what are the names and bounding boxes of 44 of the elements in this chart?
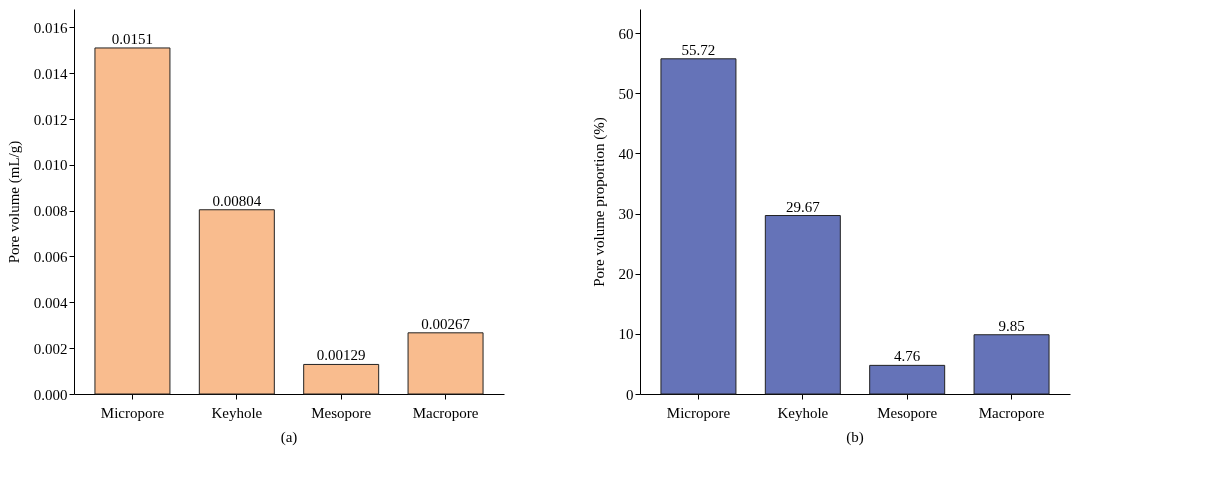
y-tick-label: 30: [618, 206, 634, 223]
y-tick-label: 60: [618, 25, 634, 42]
x-tick-label: Micropore: [100, 404, 165, 421]
y-tick-label: 0.016: [33, 19, 68, 36]
data-label: 9.85: [998, 317, 1025, 334]
text: (b): [846, 429, 864, 446]
y-tick-label: 0: [626, 386, 634, 403]
x-tick-label: Mesopore: [311, 404, 372, 421]
text: 0.00804: [212, 192, 262, 209]
data-label: 29.67: [785, 198, 821, 215]
x-tick-label: Mesopore: [877, 404, 938, 421]
bar: [973, 334, 1050, 395]
text: (a): [280, 429, 298, 446]
y-tick-label: 0.012: [33, 111, 68, 128]
y-tick-label: 0.008: [33, 203, 68, 220]
text: 0.00267: [421, 315, 470, 332]
y-tick-label: 0.014: [33, 65, 68, 82]
data-label: 55.72: [681, 41, 716, 58]
x-tick-label: Keyhole: [777, 404, 829, 421]
y-tick-label: 20: [618, 266, 634, 283]
bar: [303, 363, 380, 395]
bar: [407, 332, 484, 395]
y-tick-label: 50: [618, 85, 634, 102]
text: 0.0151: [111, 30, 154, 47]
bar: [94, 47, 171, 395]
x-tick-label: Micropore: [666, 404, 731, 421]
data-label: 4.76: [894, 348, 921, 365]
y-tick-label: 0.006: [33, 249, 68, 265]
y-axis-title: Pore volume proportion (%): [590, 117, 608, 287]
y-tick-label: 40: [618, 145, 634, 162]
bar: [764, 215, 841, 395]
x-tick-label: Macropore: [412, 404, 479, 421]
y-tick-label: 0.010: [33, 157, 68, 174]
x-tick-label: Keyhole: [211, 404, 263, 421]
x-tick-label: Macropore: [978, 404, 1045, 421]
y-tick-label: 0.002: [33, 340, 68, 357]
bar: [198, 209, 275, 395]
bar: [869, 364, 946, 395]
y-tick-label: 0.000: [33, 386, 68, 403]
y-tick-label: 10: [618, 326, 634, 343]
y-axis-title: Pore volume (mL/g): [5, 140, 23, 264]
y-tick-label: 0.004: [33, 294, 68, 311]
text: 0.00129: [316, 347, 366, 364]
bar: [660, 58, 737, 395]
